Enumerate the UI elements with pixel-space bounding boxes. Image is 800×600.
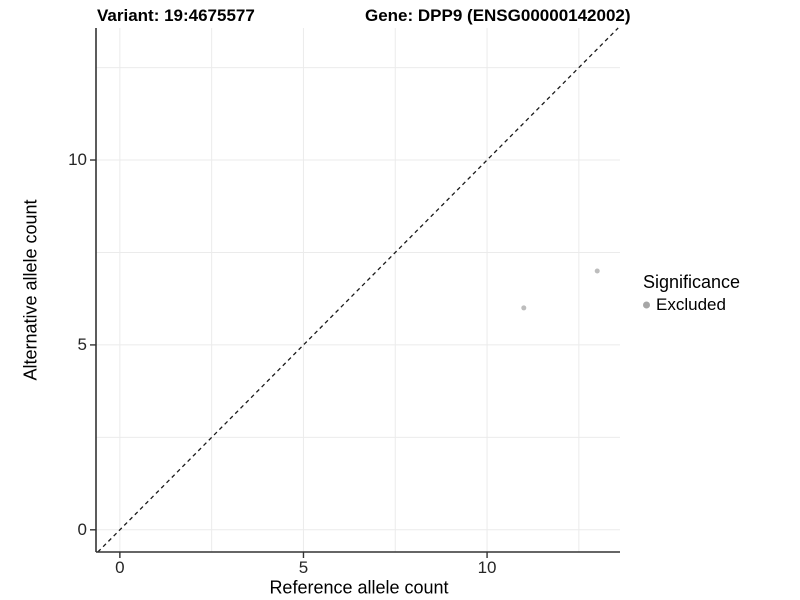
y-tick-label: 10 [68,150,87,170]
gene-title: Gene: DPP9 (ENSG00000142002) [365,6,631,25]
legend-items: Excluded [643,295,740,315]
identity-line [97,27,619,553]
legend-item-label: Excluded [656,295,726,314]
data-point [521,305,527,311]
variant-title: Variant: 19:4675577 [97,6,255,25]
y-tick-label: 0 [77,519,87,539]
y-axis-title: Alternative allele count [20,199,41,381]
legend-title: Significance [643,272,741,292]
x-axis-title: Reference allele count [269,577,449,598]
y-tick-label: 5 [77,334,87,354]
legend: Significance Excluded [643,272,740,315]
data-point [594,268,600,274]
x-tick-label: 10 [477,558,497,577]
legend-point-icon [643,301,650,309]
x-tick-label: 0 [115,558,125,577]
legend-item: Excluded [643,295,740,315]
x-tick-label: 5 [298,558,309,577]
